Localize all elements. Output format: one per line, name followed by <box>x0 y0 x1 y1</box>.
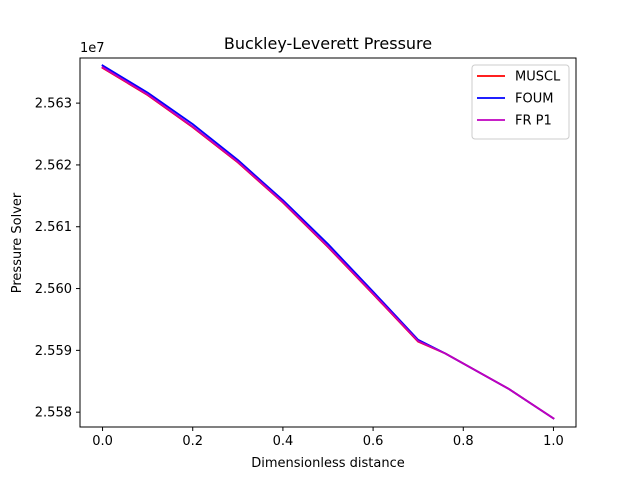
y-offset-label: 1e7 <box>80 41 105 56</box>
legend-label: MUSCL <box>515 70 561 85</box>
y-tick-label: 2.560 <box>35 282 72 297</box>
y-tick-label: 2.563 <box>35 97 72 112</box>
legend-label: FR P1 <box>515 114 552 129</box>
x-tick-label: 0.2 <box>182 434 203 449</box>
legend-label: FOUM <box>515 92 553 107</box>
y-axis-label: Pressure Solver <box>10 192 25 293</box>
plot-frame <box>79 57 577 428</box>
x-tick-label: 0.4 <box>273 434 294 449</box>
y-tick-label: 2.561 <box>35 220 72 235</box>
x-axis: 0.0 0.2 0.4 0.6 0.8 1.0 <box>92 427 564 449</box>
y-axis: 2.558 2.559 2.560 2.561 2.562 2.563 <box>35 97 80 421</box>
x-tick-label: 0.0 <box>92 434 113 449</box>
x-tick-label: 1.0 <box>543 434 564 449</box>
y-tick-label: 2.562 <box>35 158 72 173</box>
chart-title: Buckley-Leverett Pressure <box>224 34 432 53</box>
series-line-fr-p1 <box>101 66 555 420</box>
x-axis-label: Dimensionless distance <box>251 456 404 471</box>
y-tick-label: 2.559 <box>35 344 72 359</box>
plot-area <box>101 64 555 420</box>
x-tick-label: 0.6 <box>363 434 384 449</box>
legend: MUSCL FOUM FR P1 <box>471 64 570 140</box>
x-tick-label: 0.8 <box>453 434 474 449</box>
y-tick-label: 2.558 <box>35 406 72 421</box>
